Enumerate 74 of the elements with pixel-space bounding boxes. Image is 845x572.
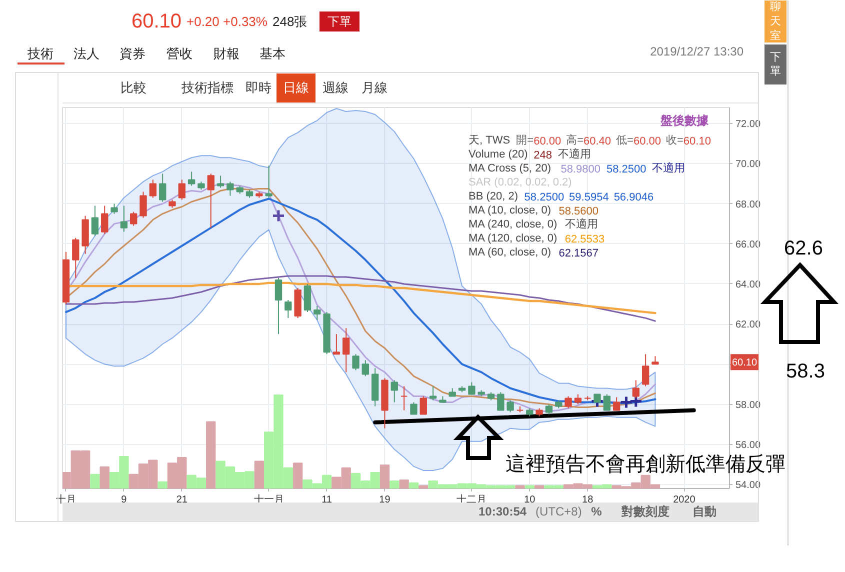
annotation: MA (60, close, 0) [468,246,552,258]
text: 技術 [26,46,54,61]
text: 62.6 [784,238,823,260]
text: 10:30:54 [478,504,527,518]
annotation: 收= [666,134,684,146]
annotation: 這裡預告不會再創新低準備反彈 [506,454,786,476]
annotation: 60.10 [683,136,711,148]
text: 財報 [214,46,240,61]
text: 58.3 [786,360,825,382]
text: 下單 [770,51,781,78]
annotation: 62.1567 [558,248,598,260]
text: 基本 [260,46,286,61]
text: 下單 [328,14,352,28]
annotation: 高= [566,134,584,146]
annotation: 低= [616,134,634,146]
annotation: 不適用 [558,148,592,160]
annotation: 盤後數據 [660,114,710,128]
y-tick-label: 72.00 [736,119,761,130]
annotation: 天, TWS [468,134,510,146]
text: +0.20 +0.33% [186,14,268,29]
y-tick-label: 64.00 [736,279,761,290]
text: 月線 [362,80,388,95]
annotation: BB (20, 2) [468,190,518,202]
annotation: Volume (20) [468,148,528,160]
annotation: MA (10, close, 0) [468,204,552,216]
annotation: MA Cross (5, 20) [468,162,552,174]
text: 2019/12/27 13:30 [650,44,744,58]
annotation: 60.40 [584,136,612,148]
text: 營收 [166,46,192,61]
x-tick-label: 11 [322,494,332,506]
text: 聊天室 [770,1,781,42]
annotation: 248 [534,150,552,162]
annotation: 59.5954 [569,192,609,204]
y-tick-label: 66.00 [736,239,761,250]
text: 60.10 [732,358,758,369]
text: (UTC+8) [536,504,582,518]
x-tick-label: 10 [524,494,536,506]
text: 比較 [120,80,146,95]
annotation: 60.00 [534,136,562,148]
text: 日線 [283,80,309,95]
x-tick-label: 21 [176,494,188,506]
x-tick-label: 19 [379,494,391,506]
annotation: 不適用 [564,218,598,230]
text: 資券 [120,46,146,61]
text: 即時 [246,80,272,95]
annotation: 開= [516,134,534,146]
annotation: 60.00 [633,136,661,148]
y-tick-label: 70.00 [736,159,761,170]
annotation: MA (120, close, 0) [468,232,558,244]
y-tick-label: 68.00 [736,199,761,210]
annotation: 56.9046 [614,192,654,204]
annotation: 58.9800 [560,164,600,176]
annotation: SAR (0.02, 0.02, 0.2) [468,176,572,188]
text: 60.10 [132,10,182,32]
annotation: 58.2500 [524,192,564,204]
y-tick-label: 56.00 [736,440,761,451]
annotation: 62.5533 [564,234,605,246]
x-tick-label: 18 [582,494,594,506]
annotation: 58.5600 [558,206,598,218]
x-tick-label: 9 [121,494,128,506]
text: 週線 [322,80,348,95]
text: 法人 [74,46,100,61]
text: 自動 [692,504,716,518]
text: % [591,504,602,518]
y-tick-label: 58.00 [736,400,761,411]
y-tick-label: 54.00 [736,480,761,491]
annotation: 不適用 [652,162,686,174]
annotation: 58.2500 [606,164,646,176]
y-tick-label: 62.00 [736,320,761,331]
text: 248張 [272,14,308,29]
text: 技術指標 [180,80,234,95]
x-tick-label: 2020 [673,494,696,506]
text: 對數刻度 [620,504,670,518]
annotation: MA (240, close, 0) [468,218,558,230]
